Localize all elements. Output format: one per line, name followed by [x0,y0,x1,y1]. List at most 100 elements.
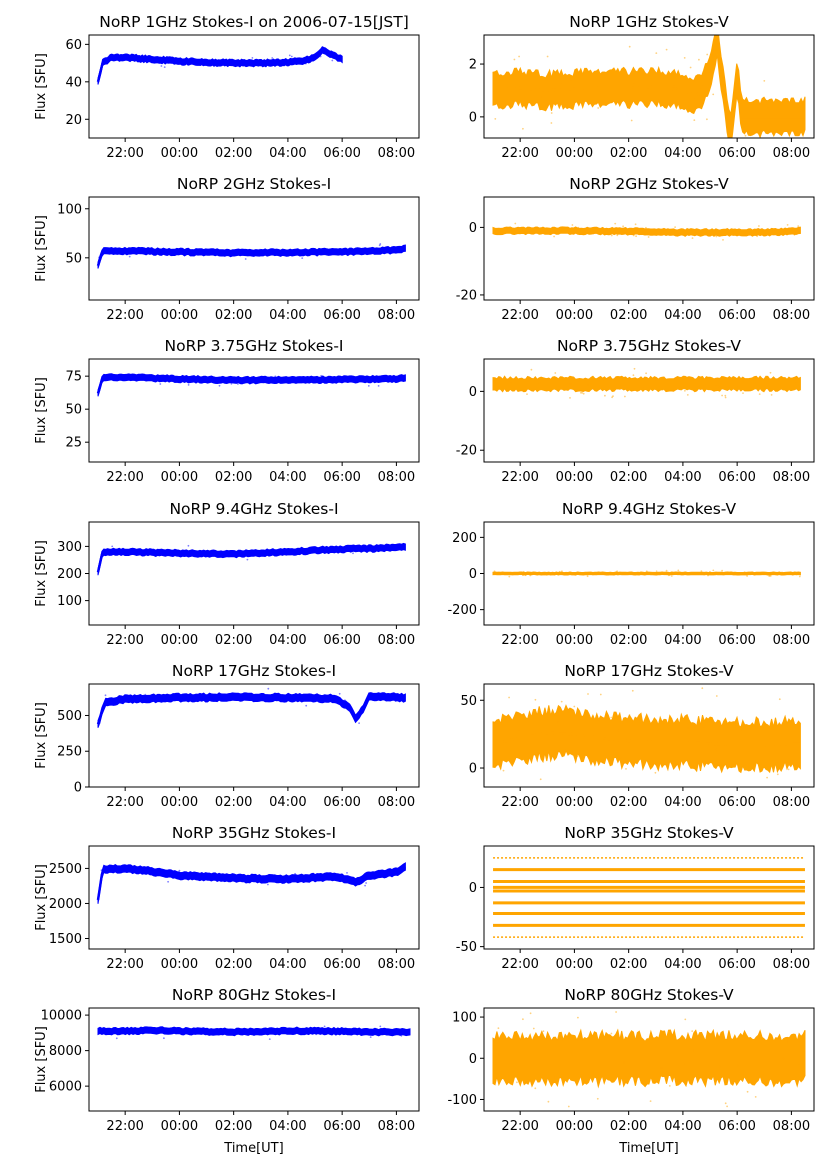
x-tick-label: 06:00 [718,308,755,323]
panel-v5: NoRP 17GHz Stokes-V 0 50 22:00 00:00 02:00 04:… [460,662,815,810]
outlier-point [551,90,553,93]
panel-title: NoRP 9.4GHz Stokes-I [169,500,338,518]
outlier-point [718,1065,721,1068]
outlier-point [576,755,579,758]
outlier-point [522,127,524,130]
data-series [492,687,801,787]
outlier-point [365,882,367,884]
plot-frame [483,683,815,788]
outlier-point [746,575,748,577]
series-band [492,35,806,138]
panel-v1: NoRP 1GHz Stokes-V 0 2 22:00 00:00 02:00 04:00… [469,13,815,161]
x-tick-label: 02:00 [215,957,252,972]
outlier-point [178,869,181,872]
outlier-point [724,394,727,397]
y-tick-label: 0 [469,762,477,777]
outlier-point [244,62,247,64]
outlier-point [610,716,613,719]
x-tick-label: 00:00 [556,795,593,810]
outlier-point [721,394,723,397]
outlier-point [554,1076,556,1079]
x-tick-label: 02:00 [215,795,252,810]
y-tick-label: 100 [57,594,82,609]
outlier-point [381,544,384,547]
x-tick-label: 06:00 [718,470,755,485]
y-tick-label: 0 [469,221,477,236]
outlier-point [98,722,101,724]
outlier-point [742,233,745,236]
outlier-point [498,1053,500,1056]
outlier-point [225,250,228,252]
outlier-point [100,869,103,872]
series-band [97,46,343,85]
x-tick-label: 08:00 [773,633,810,648]
outlier-point [715,383,718,386]
x-tick-label: 02:00 [215,308,252,323]
plot-frame [483,34,815,139]
outlier-point [787,768,790,771]
outlier-point [588,232,590,235]
x-tick-label: 22:00 [106,957,143,972]
outlier-point [660,1067,663,1069]
outlier-point [160,65,163,67]
outlier-point [539,778,542,781]
outlier-point [400,1034,403,1037]
outlier-point [495,229,498,232]
y-tick-label: 200 [57,567,82,582]
outlier-point [187,544,190,547]
outlier-point [524,574,527,577]
panel-title: NoRP 1GHz Stokes-I on 2006-07-15[JST] [99,13,409,31]
outlier-point [349,551,352,554]
outlier-point [325,874,328,877]
outlier-point [798,1064,800,1067]
x-tick-label: 08:00 [378,1119,415,1134]
data-series [96,687,406,728]
outlier-point [379,1025,382,1028]
panel-title: NoRP 80GHz Stokes-I [172,986,336,1004]
outlier-point [290,55,293,58]
x-tick-label: 04:00 [269,470,306,485]
outlier-point [744,134,747,137]
outlier-point [750,571,753,574]
y-axis-label: Flux [SFU] [34,540,49,607]
outlier-point [288,54,291,57]
outlier-point [616,570,618,573]
outlier-point [604,394,606,397]
outlier-point [689,66,692,69]
outlier-point [508,575,511,578]
outlier-point [599,693,602,696]
outlier-point [514,222,517,225]
outlier-point [645,226,647,229]
outlier-point [630,119,633,122]
outlier-point [378,244,381,247]
x-tick-label: 06:00 [323,795,360,810]
outlier-point [610,234,613,237]
outlier-point [369,1036,372,1038]
outlier-point [684,1018,687,1021]
y-tick-label: 0 [74,781,82,796]
outlier-point [778,698,781,701]
series-line [96,376,406,394]
panel-title: NoRP 9.4GHz Stokes-V [562,500,737,518]
outlier-point [104,694,107,697]
outlier-point [529,574,532,577]
outlier-point [144,693,147,696]
x-tick-label: 00:00 [556,470,593,485]
panel-i6: NoRP 35GHz Stokes-I 1500 2000 2500 22:00 00:0… [34,824,420,972]
outlier-point [628,45,631,48]
outlier-point [645,570,648,573]
outlier-point [502,769,505,772]
outlier-point [557,721,560,724]
outlier-point [724,396,727,399]
x-tick-label: 08:00 [378,633,415,648]
x-tick-label: 00:00 [161,146,198,161]
outlier-point [530,368,533,371]
panel-title: NoRP 17GHz Stokes-I [172,662,336,680]
x-tick-label: 02:00 [215,633,252,648]
outlier-point [700,572,703,575]
outlier-point [364,884,366,887]
outlier-point [611,396,613,399]
x-tick-label: 08:00 [378,308,415,323]
outlier-point [292,697,295,700]
x-tick-label: 08:00 [773,957,810,972]
